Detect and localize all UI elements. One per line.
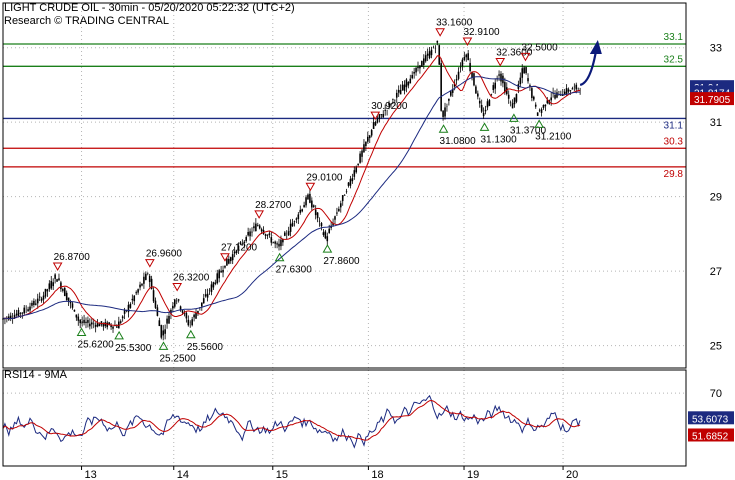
rsi-badge xyxy=(688,428,734,442)
level-label: 33.1 xyxy=(664,32,684,43)
low-label: 27.8600 xyxy=(323,256,360,267)
y-tick-label: 31 xyxy=(710,117,722,129)
axis-ticks: 33 31 29 27 25 70 13 14 15 18 19 20 xyxy=(81,43,722,480)
low-marker xyxy=(534,119,545,128)
high-low-markers: 26.8700 26.9600 26.3200 27.1200 28.2700 29.01… xyxy=(52,18,572,364)
rsi-panel xyxy=(2,394,581,449)
rsi-panel-frame xyxy=(2,369,687,467)
x-tick-label: 19 xyxy=(467,469,479,480)
price-panel-frame xyxy=(2,2,687,369)
rsi-y-tick-label: 70 xyxy=(710,388,722,400)
moving-average-slow xyxy=(2,76,581,320)
low-label: 31.2100 xyxy=(535,131,572,142)
y-tick-label: 29 xyxy=(710,192,722,204)
level-label: 32.5 xyxy=(664,54,684,65)
panel-frames xyxy=(2,2,687,467)
high-label: 29.0100 xyxy=(306,172,343,183)
support-resistance-levels: 33.1 32.5 31.1 30.3 29.8 xyxy=(3,32,686,180)
high-label: 32.9100 xyxy=(463,27,500,38)
high-label: 32.5000 xyxy=(521,42,558,53)
level-label: 31.1 xyxy=(664,120,684,131)
forecast-arrowhead xyxy=(589,39,602,54)
chart-source: Research © TRADING CENTRAL xyxy=(4,15,169,27)
low-marker xyxy=(274,252,285,262)
low-label: 31.3700 xyxy=(510,125,547,136)
rsi-title: RSI14 - 9MA xyxy=(4,369,68,381)
forecast-arrow xyxy=(579,51,597,87)
high-marker xyxy=(254,210,264,219)
y-tick-label: 27 xyxy=(710,266,722,278)
rsi-ma-line xyxy=(2,399,581,441)
price-series xyxy=(2,39,602,341)
high-label: 28.2700 xyxy=(255,200,292,211)
high-label: 32.3600 xyxy=(496,48,533,59)
low-label: 31.1300 xyxy=(481,134,518,145)
x-tick-label: 13 xyxy=(85,469,97,480)
high-marker xyxy=(435,28,445,37)
low-marker xyxy=(114,330,124,340)
high-marker xyxy=(495,58,506,67)
high-marker xyxy=(144,259,155,268)
low-label: 25.5600 xyxy=(187,342,224,353)
low-marker xyxy=(322,244,333,253)
x-tick-label: 18 xyxy=(371,469,383,480)
rsi-badge-label: 51.6852 xyxy=(692,431,729,442)
high-marker xyxy=(370,111,381,121)
low-marker xyxy=(185,329,196,339)
high-marker xyxy=(172,282,183,292)
rsi-badge-label: 53.6073 xyxy=(692,414,729,425)
y-tick-label: 33 xyxy=(710,43,722,55)
moving-average-fast xyxy=(2,55,581,327)
x-tick-label: 15 xyxy=(276,469,288,480)
y-tick-label: 25 xyxy=(710,341,722,353)
x-tick-label: 14 xyxy=(177,469,189,480)
high-label: 33.1600 xyxy=(436,18,473,29)
low-label: 25.2500 xyxy=(160,353,197,364)
rsi-line xyxy=(2,394,581,449)
high-label: 26.9600 xyxy=(146,249,183,260)
level-label: 29.8 xyxy=(664,169,684,180)
level-label: 30.3 xyxy=(664,136,684,147)
high-label: 26.3200 xyxy=(173,272,210,283)
rsi-badge xyxy=(688,411,734,425)
chart-title: LIGHT CRUDE OIL - 30min - 05/20/2020 05:… xyxy=(4,2,295,14)
high-label: 30.9200 xyxy=(371,101,408,112)
low-marker xyxy=(479,122,490,131)
low-marker xyxy=(158,341,169,350)
low-label: 31.0800 xyxy=(440,136,477,147)
high-marker xyxy=(52,262,63,272)
low-marker xyxy=(438,124,449,133)
x-tick-label: 20 xyxy=(566,469,578,480)
price-badge-label: 31.7905 xyxy=(694,95,731,106)
low-label: 27.6300 xyxy=(276,265,313,276)
high-label: 26.8700 xyxy=(54,252,91,263)
low-marker xyxy=(76,327,87,337)
low-label: 25.5300 xyxy=(115,343,152,354)
low-marker xyxy=(509,113,519,122)
low-label: 25.6200 xyxy=(78,340,115,351)
grid-lines xyxy=(3,3,686,466)
high-marker xyxy=(520,52,531,62)
price-badge xyxy=(690,92,734,106)
high-marker xyxy=(305,182,316,192)
high-marker xyxy=(462,37,473,47)
high-label: 27.1200 xyxy=(221,243,258,254)
high-marker xyxy=(220,253,230,262)
